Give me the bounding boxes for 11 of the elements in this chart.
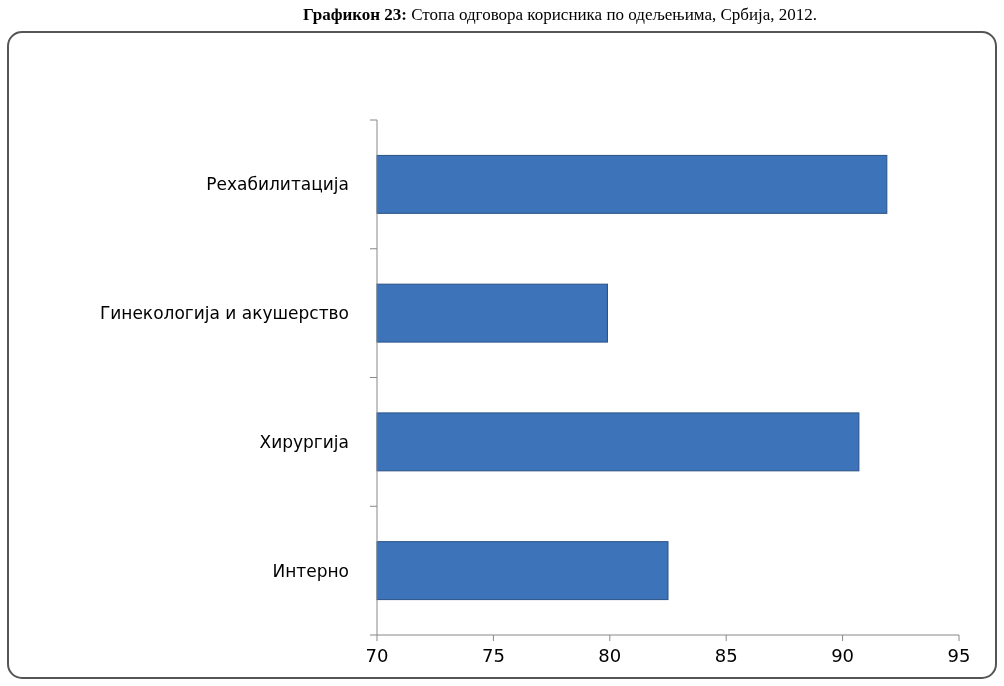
y-tick-label: Хирургија [259,431,349,452]
x-tick-label: 85 [714,645,738,666]
x-tick-label: 70 [365,645,389,666]
y-tick-label: Рехабилитација [206,174,349,195]
chart-title: Графикон 23: Стопа одговора корисника по одељењима, Србија, 2012. [302,5,818,24]
x-tick-label: 90 [831,645,855,666]
y-tick-label: Гинекологија и акушерство [99,303,349,324]
x-tick-label: 80 [598,645,622,666]
x-tick-label: 75 [481,645,505,666]
x-tick-label: 95 [947,645,971,666]
y-tick-label: Интерно [272,560,349,581]
